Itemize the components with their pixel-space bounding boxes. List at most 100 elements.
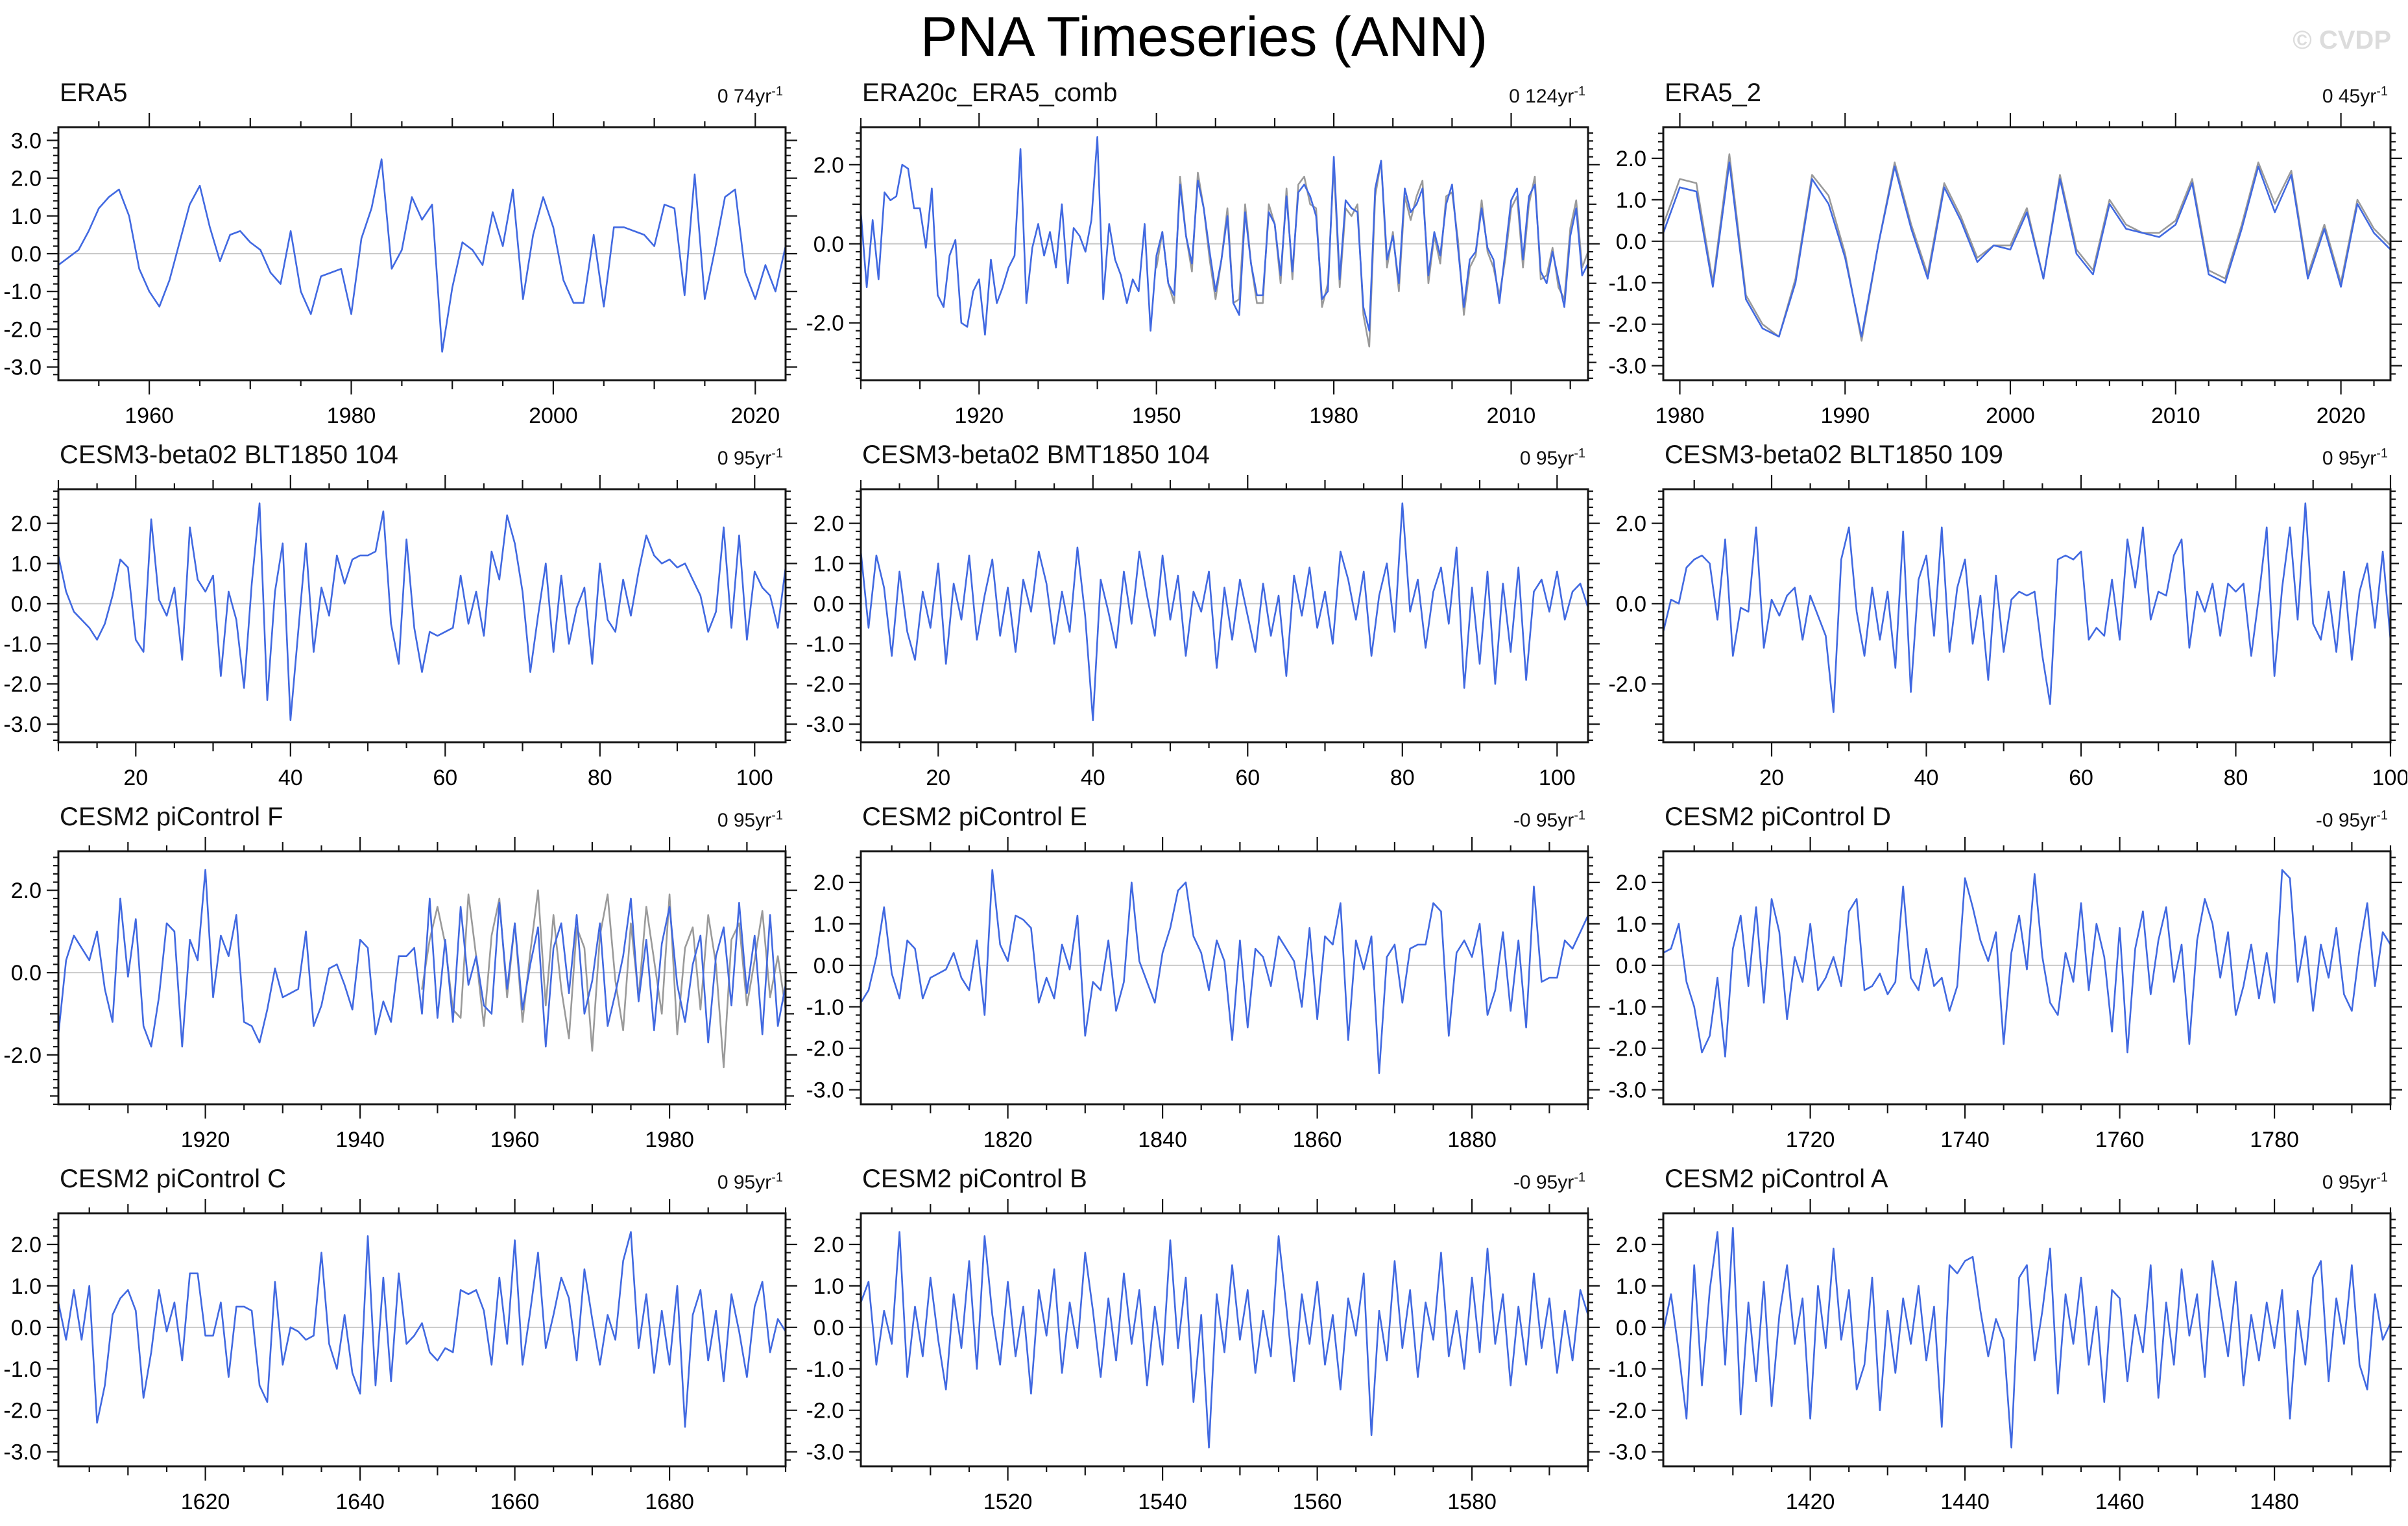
y-tick-label: 2.0 xyxy=(1616,512,1646,537)
x-tick-label: 1640 xyxy=(335,1490,385,1514)
x-tick-label: 2000 xyxy=(529,404,578,428)
panel-header: CESM2 piControl F 0 95yr-1 xyxy=(0,801,802,832)
series-line-blue xyxy=(57,1231,787,1428)
trend-value: 0 124yr xyxy=(1509,86,1574,107)
panel-title: CESM2 piControl F xyxy=(60,803,283,831)
x-tick-label: 40 xyxy=(1914,766,1939,790)
panel-header: ERA5 0 74yr-1 xyxy=(0,77,802,108)
axis-ticks xyxy=(849,1199,1600,1481)
timeseries-plot: 1920 1950 1980 2010 2.0 0.0 -2.0 xyxy=(806,113,1600,428)
x-tick-label: 2020 xyxy=(730,404,780,428)
panel-cesm3-beta02-blt1850-104: CESM3-beta02 BLT1850 104 0 95yr-1 20 40 60 80… xyxy=(0,439,802,801)
axis-labels: 1920 1950 1980 2010 2.0 0.0 -2.0 xyxy=(806,153,1535,428)
timeseries-plot: 20 40 60 80 100 2.0 1.0 0.0 -1.0 -2.0 -3.0 xyxy=(806,475,1600,790)
timeseries-plot: 1820 1840 1860 1880 2.0 1.0 0.0 -1.0 -2.0 -3.0 xyxy=(806,837,1600,1152)
axis-ticks xyxy=(1652,475,2402,757)
x-tick-label: 1480 xyxy=(2250,1490,2299,1514)
x-tick-label: 2000 xyxy=(1986,404,2035,428)
y-tick-label: 0.0 xyxy=(813,1316,844,1340)
panel-header: CESM3-beta02 BLT1850 104 0 95yr-1 xyxy=(0,439,802,470)
y-tick-label: 2.0 xyxy=(813,871,844,895)
y-tick-label: -2.0 xyxy=(3,317,42,342)
x-tick-label: 1620 xyxy=(181,1490,230,1514)
plot-frame xyxy=(1662,1212,2392,1468)
y-tick-label: 1.0 xyxy=(11,204,42,229)
x-tick-label: 2020 xyxy=(2317,404,2366,428)
x-tick-label: 1990 xyxy=(1820,404,1870,428)
y-tick-label: 1.0 xyxy=(813,912,844,937)
y-tick-label: -1.0 xyxy=(3,1357,42,1382)
y-tick-label: -3.0 xyxy=(3,712,42,737)
panel-header: ERA5_2 0 45yr-1 xyxy=(1605,77,2407,108)
y-tick-label: -1.0 xyxy=(1608,271,1646,296)
axis-labels: 1420 1440 1460 1480 2.0 1.0 0.0 -1.0 -2.0 -3.0 xyxy=(1608,1233,2299,1514)
trend-annotation: 0 95yr-1 xyxy=(717,446,783,470)
y-tick-label: -3.0 xyxy=(3,356,42,380)
timeseries-plot: 20 40 60 80 100 2.0 0.0 -2.0 xyxy=(1608,475,2407,790)
panel-title: CESM2 piControl A xyxy=(1665,1165,1888,1193)
panel-header: CESM2 piControl A 0 95yr-1 xyxy=(1605,1163,2407,1194)
axis-ticks xyxy=(47,837,797,1119)
x-tick-label: 2010 xyxy=(2151,404,2200,428)
series-line-blue xyxy=(860,1231,1589,1449)
x-tick-label: 100 xyxy=(736,766,773,790)
x-tick-label: 1660 xyxy=(490,1490,540,1514)
x-tick-label: 1940 xyxy=(335,1128,385,1152)
panel-cesm2-picontrol-c: CESM2 piControl C 0 95yr-1 1620 1640 1660 168… xyxy=(0,1163,802,1525)
panel-cesm3-beta02-bmt1850-104: CESM3-beta02 BMT1850 104 0 95yr-1 20 40 60 80… xyxy=(802,439,1605,801)
y-tick-label: 3.0 xyxy=(11,128,42,153)
x-tick-label: 1980 xyxy=(1655,404,1705,428)
x-tick-label: 1680 xyxy=(645,1490,694,1514)
plot-frame xyxy=(860,488,1589,744)
y-tick-label: -2.0 xyxy=(3,1399,42,1423)
trend-value: -0 95yr xyxy=(1513,1172,1574,1193)
timeseries-plot: 1920 1940 1960 1980 2.0 0.0 -2.0 xyxy=(3,837,797,1152)
y-tick-label: 2.0 xyxy=(11,1233,42,1257)
trend-value: 0 95yr xyxy=(717,448,772,469)
series-line-blue xyxy=(1662,869,2392,1058)
x-tick-label: 1780 xyxy=(2250,1128,2299,1152)
y-tick-label: 1.0 xyxy=(813,552,844,577)
series-line-blue xyxy=(57,158,787,353)
x-tick-label: 1540 xyxy=(1138,1490,1187,1514)
axis-ticks xyxy=(1652,113,2402,394)
x-tick-label: 1520 xyxy=(983,1490,1033,1514)
trend-exponent: -1 xyxy=(2376,1170,2388,1185)
series-line-gray xyxy=(1662,153,2392,342)
page-title: PNA Timeseries (ANN) xyxy=(920,6,1488,68)
axis-labels: 1980 1990 2000 2010 2020 2.0 1.0 0.0 -1.0 -2.0 -3.… xyxy=(1608,147,2365,428)
x-tick-label: 1440 xyxy=(1940,1490,1990,1514)
timeseries-plot: 20 40 60 80 100 2.0 1.0 0.0 -1.0 -2.0 -3.0 xyxy=(3,475,797,790)
plot-frame xyxy=(860,126,1589,382)
y-tick-label: -1.0 xyxy=(806,995,844,1020)
x-tick-label: 20 xyxy=(123,766,148,790)
x-tick-label: 80 xyxy=(2224,766,2248,790)
panel-title: CESM2 piControl B xyxy=(862,1165,1087,1193)
trend-exponent: -1 xyxy=(1574,808,1585,823)
x-tick-label: 2010 xyxy=(1487,404,1536,428)
panel-era5-2: ERA5_2 0 45yr-1 1980 1990 2000 2010 2020 2.0 1.0… xyxy=(1605,77,2407,439)
trend-value: 0 95yr xyxy=(2322,448,2377,469)
timeseries-plot: 1620 1640 1660 1680 2.0 1.0 0.0 -1.0 -2.0 -3.0 xyxy=(3,1199,797,1514)
y-tick-label: -1.0 xyxy=(1608,1357,1646,1382)
series-line-blue xyxy=(57,502,787,721)
y-tick-label: -3.0 xyxy=(806,712,844,737)
panel-title: CESM2 piControl E xyxy=(862,803,1087,831)
plot-frame xyxy=(1662,488,2392,744)
panel-header: ERA20c_ERA5_comb 0 124yr-1 xyxy=(802,77,1605,108)
trend-annotation: 0 95yr-1 xyxy=(2322,446,2388,470)
panel-title: CESM3-beta02 BLT1850 109 xyxy=(1665,441,2003,469)
y-tick-label: 0.0 xyxy=(813,954,844,978)
x-tick-label: 100 xyxy=(1539,766,1576,790)
trend-annotation: 0 95yr-1 xyxy=(717,1170,783,1194)
x-tick-label: 40 xyxy=(1081,766,1105,790)
plot-frame xyxy=(860,1212,1589,1468)
trend-exponent: -1 xyxy=(2376,446,2388,461)
trend-exponent: -1 xyxy=(1574,84,1585,99)
trend-value: 0 95yr xyxy=(2322,1172,2377,1193)
y-tick-label: 0.0 xyxy=(11,592,42,616)
x-tick-label: 1920 xyxy=(181,1128,230,1152)
axis-labels: 1720 1740 1760 1780 2.0 1.0 0.0 -1.0 -2.0 -3.0 xyxy=(1608,871,2299,1152)
plot-frame xyxy=(57,488,787,744)
x-tick-label: 1740 xyxy=(1940,1128,1990,1152)
